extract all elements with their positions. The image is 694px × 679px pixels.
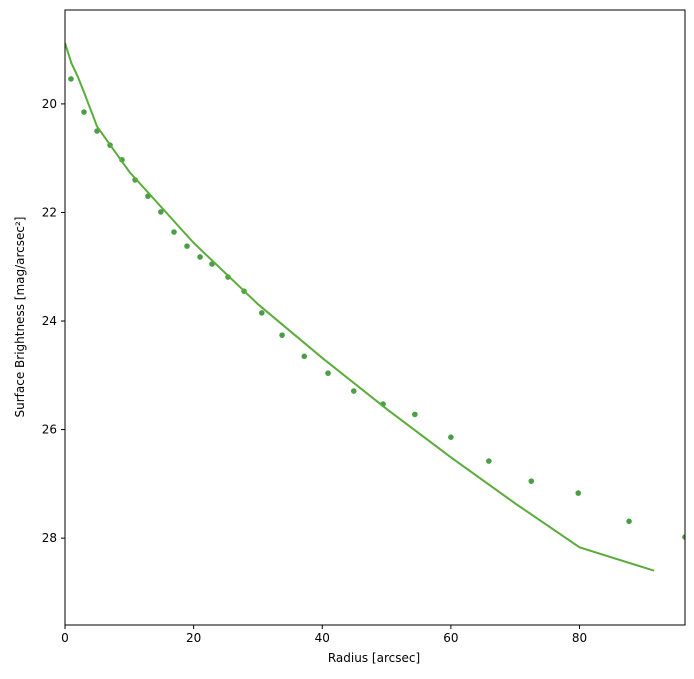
- x-tick-label: 40: [315, 631, 330, 645]
- y-tick-label: 28: [42, 531, 57, 545]
- data-point: [486, 458, 492, 464]
- data-point: [158, 209, 164, 215]
- data-point: [448, 434, 454, 440]
- y-tick-label: 22: [42, 205, 57, 219]
- x-tick-label: 20: [186, 631, 201, 645]
- data-point: [682, 534, 685, 540]
- plot-frame: [64, 9, 686, 626]
- fit-line: [65, 42, 655, 572]
- y-tick-label: 20: [42, 97, 57, 111]
- y-axis-label: Surface Brightness [mag/arcsec²]: [13, 217, 27, 418]
- data-point: [575, 490, 582, 496]
- x-axis-label: Radius [arcsec]: [328, 651, 420, 665]
- y-tick-label: 24: [42, 314, 57, 328]
- data-point: [626, 518, 632, 525]
- data-point: [528, 478, 535, 484]
- data-point: [412, 411, 418, 418]
- y-tick-label: 26: [42, 423, 57, 437]
- data-point: [197, 254, 203, 260]
- data-point: [171, 229, 177, 235]
- data-point: [81, 109, 87, 115]
- data-point: [301, 353, 308, 360]
- data-point: [279, 332, 285, 338]
- data-point: [259, 310, 265, 316]
- x-tick-label: 0: [61, 631, 69, 645]
- data-point: [350, 388, 357, 394]
- x-tick-label: 80: [572, 631, 587, 645]
- data-point: [325, 370, 331, 376]
- data-point: [68, 76, 74, 82]
- x-tick-label: 60: [443, 631, 458, 645]
- data-point: [184, 243, 190, 249]
